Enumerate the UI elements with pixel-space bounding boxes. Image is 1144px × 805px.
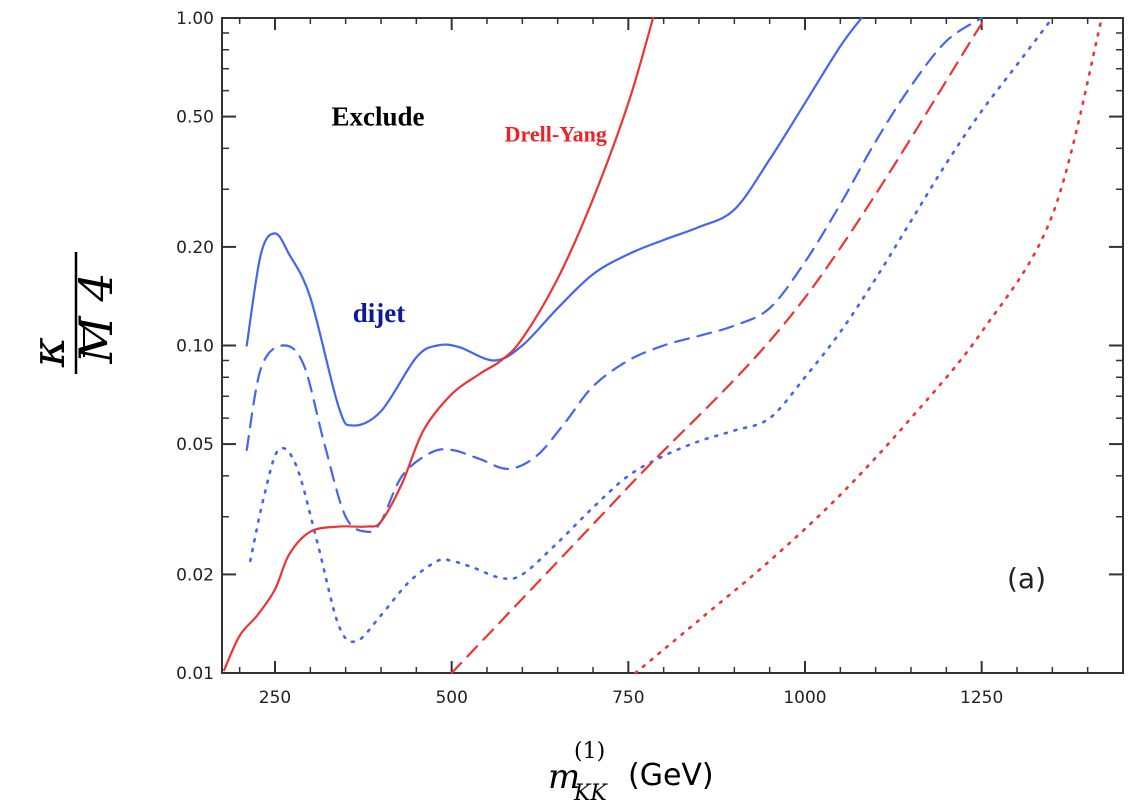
x-label-subscript: KK [573,781,608,805]
axis-ticks [222,17,1123,674]
x-tick-label: 750 [612,688,644,708]
dijet-dashed-line [245,16,983,534]
y-tick-labels: 0.01 0.02 0.05 0.10 0.20 0.50 1.00 [176,9,214,684]
y-tick-label: 0.20 [176,238,214,258]
annotation-dijet: dijet [353,298,405,328]
x-label-base: m [548,757,580,797]
x-axis-label: m (1) KK (GeV) [548,739,714,805]
x-tick-label: 500 [435,688,467,708]
y-label-denominator-subscript: 4 [69,272,123,302]
drell-yan-dashed-line [450,16,987,675]
x-label-unit: (GeV) [628,758,714,793]
annotations: Exclude Drell-Yang dijet [332,101,607,328]
y-axis-label: κ M 4 [21,252,123,374]
drell-yan-solid-line [223,16,655,672]
y-tick-label: 0.02 [176,565,214,585]
y-tick-label: 0.05 [176,435,214,455]
panel-label: (a) [1007,562,1046,595]
y-label-denominator: M [69,315,123,365]
x-tick-label: 1000 [783,688,826,708]
annotation-exclude: Exclude [332,101,425,131]
y-tick-label: 1.00 [176,9,214,29]
x-tick-label: 1250 [960,688,1003,708]
annotation-drell-yang: Drell-Yang [505,121,607,146]
x-label-superscript: (1) [574,739,605,764]
dijet-solid-line [245,16,863,427]
x-tick-labels: 250 500 750 1000 1250 [259,688,1004,708]
x-tick-label: 250 [259,688,291,708]
y-tick-label: 0.50 [176,108,214,128]
y-tick-label: 0.01 [176,664,214,684]
drell-yan-dotted-line [634,16,1104,675]
series-lines [223,16,1104,675]
y-label-numerator: κ [21,337,75,368]
y-tick-label: 0.10 [176,337,214,357]
